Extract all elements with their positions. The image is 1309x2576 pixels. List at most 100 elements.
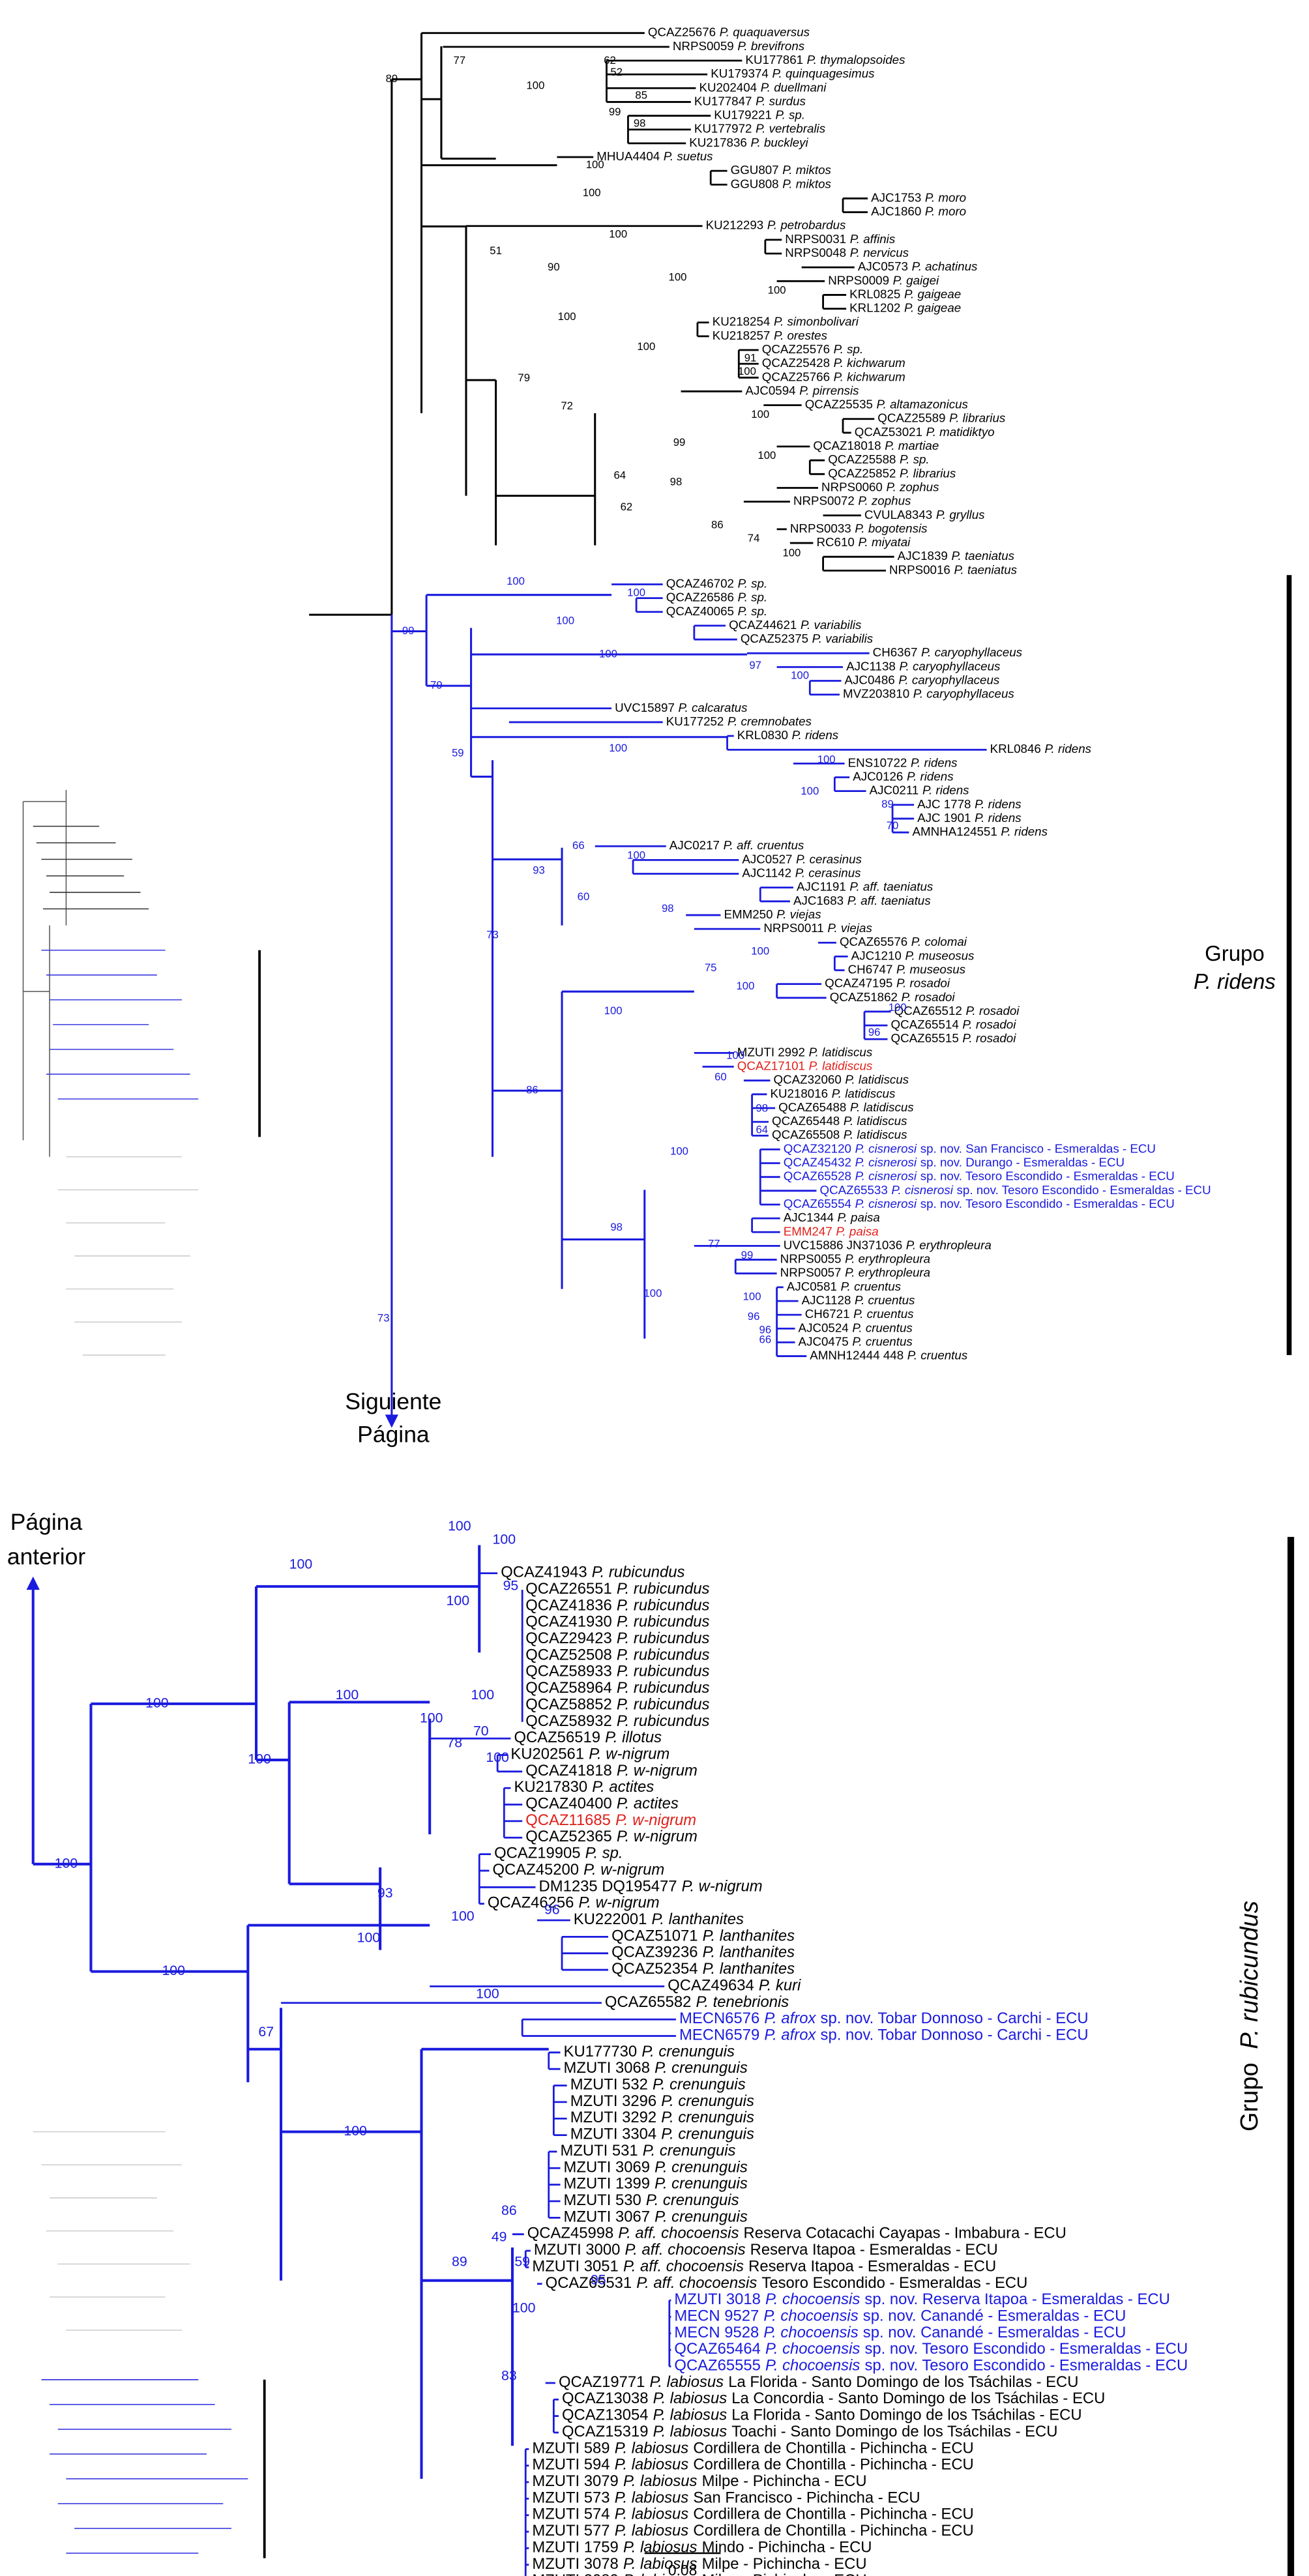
species-name: P. latidiscus: [845, 1073, 909, 1087]
tip-label: NRPS0072 P. zophus: [793, 494, 911, 508]
tip-label: QCAZ52354 P. lanthanites: [611, 1960, 795, 1978]
specimen-code: KU177861: [745, 53, 803, 66]
tip-label: GGU807 P. miktos: [731, 163, 831, 177]
support-value: 64: [756, 1124, 768, 1136]
support-value: 99: [673, 436, 686, 448]
species-name: P. ridens: [975, 811, 1022, 825]
support-value: 100: [145, 1695, 169, 1711]
species-name: P. gaigeae: [904, 287, 961, 300]
tip-note: Toachi - Santo Domingo de los Tsáchilas …: [731, 2423, 1057, 2440]
tip-label: QCAZ51862 P. rosadoi: [830, 990, 956, 1004]
specimen-code: EMM247: [784, 1224, 832, 1238]
species-name: P. sp.: [738, 576, 768, 590]
support-value: 96: [748, 1310, 760, 1323]
support-value: 100: [344, 2123, 367, 2139]
support-value: 100: [751, 945, 769, 958]
tip-label: AJC0126 P. ridens: [853, 769, 953, 783]
species-name: P. crenunguis: [661, 2126, 754, 2143]
specimen-code: NRPS0033: [790, 521, 851, 535]
tip-label: RC610 P. miyatai: [816, 535, 911, 549]
support-value: 70: [887, 819, 899, 832]
tip-label: NRPS0059 P. brevifrons: [673, 39, 804, 53]
support-value: 100: [556, 615, 574, 627]
species-name: P. w-nigrum: [617, 1762, 698, 1779]
thumbnail-top: [22, 789, 261, 1356]
tip-label: QCAZ25576 P. sp.: [762, 342, 863, 356]
species-name: P. kichwarum: [834, 370, 905, 383]
tip-label: KU177861 P. thymalopsoides: [745, 53, 905, 66]
tip-label: QCAZ58932 P. rubicundus: [525, 1712, 709, 1730]
specimen-code: QCAZ17101: [737, 1059, 805, 1072]
specimen-code: QCAZ65531: [546, 2274, 632, 2292]
species-name: P. variabilis: [812, 632, 873, 645]
specimen-code: QCAZ26551: [525, 1580, 611, 1598]
specimen-code: AMNHA124551: [913, 825, 997, 838]
species-name: P. afrox: [764, 2010, 816, 2027]
tip-label: KU218254 P. simonbolivari: [713, 315, 859, 329]
species-name: P. ridens: [922, 783, 969, 797]
support-value: 60: [578, 890, 590, 903]
species-name: P. w-nigrum: [615, 1811, 696, 1829]
tip-label: QCAZ25535 P. altamazonicus: [805, 398, 968, 411]
tip-label: AJC0527 P. cerasinus: [742, 852, 862, 866]
species-name: P. tenebrionis: [696, 1993, 789, 2011]
species-name: P. miktos: [782, 177, 831, 190]
specimen-code: AJC1210: [851, 948, 902, 962]
specimen-code: AJC0573: [858, 259, 908, 273]
species-name: P. rubicundus: [592, 1564, 685, 1581]
support-value: 77: [454, 54, 466, 66]
specimen-code: QCAZ32060: [774, 1073, 842, 1087]
support-value: 78: [447, 1734, 462, 1750]
tip-label: QCAZ19771 P. labiosus La Florida - Santo D…: [559, 2373, 1079, 2391]
specimen-code: KRL0846: [990, 742, 1041, 755]
tip-label: QCAZ52365 P. w-nigrum: [525, 1828, 698, 1846]
support-value: 100: [583, 186, 601, 199]
species-name: P. crenunguis: [654, 2159, 748, 2176]
tip-label: MZUTI 574 P. labiosus Cordillera de Chonti…: [532, 2506, 973, 2523]
support-value: 100: [447, 1592, 470, 1608]
tip-label: QCAZ32120 P. cisnerosi sp. nov. San Franci…: [784, 1141, 1156, 1155]
tip-note: sp. nov. Canandé - Esmeraldas - ECU: [863, 2324, 1126, 2341]
tip-label: QCAZ11685 P. w-nigrum: [525, 1811, 696, 1829]
species-name: P. gaigeae: [904, 301, 961, 315]
specimen-code: KU179374: [711, 66, 769, 80]
specimen-code: MZUTI 3051: [532, 2258, 618, 2276]
specimen-code: QCAZ52354: [611, 1960, 698, 1978]
tip-note: sp. nov. Tobar Donnoso - Carchi - ECU: [821, 2010, 1089, 2027]
specimen-code: AJC0475: [799, 1334, 849, 1348]
specimen-code: AMNH12444 448: [810, 1349, 904, 1362]
specimen-code: MZUTI 531: [560, 2142, 638, 2159]
support-value: 100: [486, 1749, 509, 1765]
species-name: P. erythropleura: [845, 1266, 930, 1280]
specimen-code: QCAZ65512: [894, 1004, 962, 1017]
support-value: 100: [336, 1687, 359, 1703]
species-name: P. vertebralis: [756, 122, 825, 136]
tip-label: QCAZ41818 P. w-nigrum: [525, 1762, 698, 1779]
tip-label: QCAZ65488 P. latidiscus: [778, 1100, 913, 1114]
tip-label: AJC1142 P. cerasinus: [742, 866, 860, 879]
species-name: P. nervicus: [850, 246, 909, 259]
species-name: P. pirrensis: [799, 383, 859, 397]
support-value: 100: [507, 575, 525, 587]
tip-label: KU177972 P. vertebralis: [694, 122, 825, 136]
tip-label: KU177252 P. cremnobates: [666, 714, 812, 728]
support-value: 100: [248, 1751, 271, 1767]
arrow-label: anterior: [7, 1544, 85, 1570]
support-value: 89: [881, 798, 894, 810]
species-name: P. sp.: [776, 108, 806, 122]
tip-label: KU177847 P. surdus: [694, 94, 806, 108]
species-name: P. ridens: [907, 769, 954, 783]
tip-note: San Francisco - Pichincha - ECU: [693, 2489, 920, 2507]
species-name: P. variabilis: [801, 618, 861, 632]
specimen-code: QCAZ44621: [729, 618, 797, 632]
species-name: P. rubicundus: [617, 1712, 710, 1730]
specimen-code: AJC1839: [898, 549, 948, 563]
support-value: 99: [609, 106, 621, 118]
species-name: P. lanthanites: [703, 1944, 795, 1961]
tip-label: MECN 9527 P. chocoensis sp. nov. Canandé -…: [674, 2307, 1126, 2325]
specimen-code: QCAZ46702: [666, 576, 734, 590]
specimen-code: QCAZ65554: [784, 1197, 851, 1210]
species-name: P. w-nigrum: [617, 1828, 698, 1846]
support-value: 100: [493, 1532, 516, 1547]
tip-label: AJC1191 P. aff. taeniatus: [797, 880, 933, 894]
